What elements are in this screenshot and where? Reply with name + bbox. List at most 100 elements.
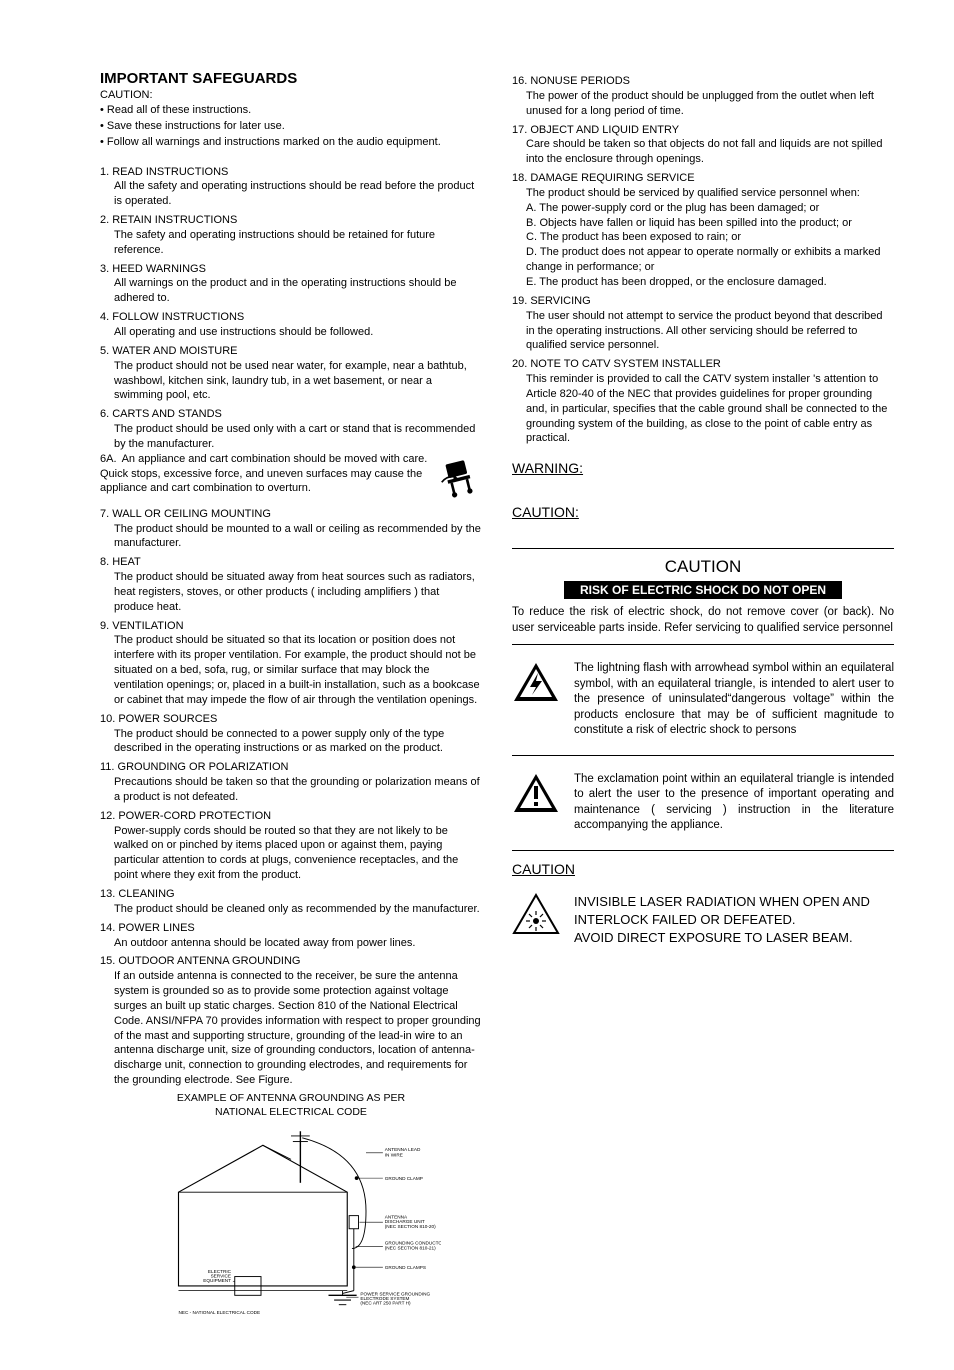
item-body: All warnings on the product and in the o… bbox=[100, 276, 482, 306]
item-sub: E. The product has been dropped, or the … bbox=[512, 275, 894, 290]
item-body: The power of the product should be unplu… bbox=[512, 89, 894, 119]
lbl-conductors: GROUNDING CONDUCTORS(NEC SECTION 810-21) bbox=[385, 1241, 441, 1251]
item-sub: C. The product has been exposed to rain;… bbox=[512, 230, 894, 245]
item-head: 2. RETAIN INSTRUCTIONS bbox=[100, 213, 482, 228]
intro-bullet: • Save these instructions for later use. bbox=[100, 119, 482, 134]
safeguard-item: 8. HEAT The product should be situated a… bbox=[100, 555, 482, 614]
item-head: 15. OUTDOOR ANTENNA GROUNDING bbox=[100, 954, 482, 969]
lbl-ground-clamps: GROUND CLAMPS bbox=[385, 1265, 426, 1270]
item-head: 18. DAMAGE REQUIRING SERVICE bbox=[512, 171, 894, 186]
item-head: 7. WALL OR CEILING MOUNTING bbox=[100, 507, 482, 522]
separator bbox=[512, 548, 894, 549]
safeguard-item: 1. READ INSTRUCTIONS All the safety and … bbox=[100, 165, 482, 210]
safeguard-item: 15. OUTDOOR ANTENNA GROUNDING If an outs… bbox=[100, 954, 482, 1088]
lbl-ground-clamp: GROUND CLAMP bbox=[385, 1176, 423, 1181]
right-column: 16. NONUSE PERIODS The power of the prod… bbox=[512, 70, 894, 1330]
safeguard-item: 18. DAMAGE REQUIRING SERVICE The product… bbox=[512, 171, 894, 290]
item-head: 6. CARTS AND STANDS bbox=[100, 407, 482, 422]
item-body: Precautions should be taken so that the … bbox=[100, 775, 482, 805]
item-body: If an outside antenna is connected to th… bbox=[100, 969, 482, 1088]
intro-bullet: • Follow all warnings and instructions m… bbox=[100, 135, 482, 150]
safeguard-item: 9. VENTILATION The product should be sit… bbox=[100, 619, 482, 708]
exclamation-triangle-icon bbox=[512, 772, 560, 821]
item-body: All the safety and operating instruction… bbox=[100, 179, 482, 209]
item-head: 16. NONUSE PERIODS bbox=[512, 74, 894, 89]
two-column-layout: IMPORTANT SAFEGUARDS CAUTION: • Read all… bbox=[100, 70, 894, 1330]
item-head: 9. VENTILATION bbox=[100, 619, 482, 634]
laser-text-line2: AVOID DIRECT EXPOSURE TO LASER BEAM. bbox=[574, 930, 853, 945]
laser-row: INVISIBLE LASER RADIATION WHEN OPEN AND … bbox=[512, 893, 894, 948]
item-body: All operating and use instructions shoul… bbox=[100, 325, 482, 340]
laser-text: INVISIBLE LASER RADIATION WHEN OPEN AND … bbox=[574, 893, 894, 948]
item-body: The user should not attempt to service t… bbox=[512, 309, 894, 354]
lbl-nec: NEC - NATIONAL ELECTRICAL CODE bbox=[179, 1310, 261, 1315]
item-body: Power-supply cords should be routed so t… bbox=[100, 824, 482, 883]
lbl-discharge: ANTENNADISCHARGE UNIT(NEC SECTION 810-20… bbox=[385, 1215, 436, 1229]
lightning-symbol-row: The lightning flash with arrowhead symbo… bbox=[512, 661, 894, 739]
cart-tip-icon bbox=[440, 452, 482, 503]
item-sub: A. The power-supply cord or the plug has… bbox=[512, 201, 894, 216]
lbl-electrode: POWER SERVICE GROUNDINGELECTRODE SYSTEM(… bbox=[360, 1292, 430, 1306]
left-column: IMPORTANT SAFEGUARDS CAUTION: • Read all… bbox=[100, 70, 482, 1330]
page: IMPORTANT SAFEGUARDS CAUTION: • Read all… bbox=[0, 0, 954, 1370]
exclaim-text: The exclamation point within an equilate… bbox=[574, 772, 894, 834]
item-body: The product should be situated away from… bbox=[100, 570, 482, 615]
safeguard-item: 7. WALL OR CEILING MOUNTING The product … bbox=[100, 507, 482, 552]
caution-label: CAUTION: bbox=[100, 89, 482, 101]
safeguard-item: 17. OBJECT AND LIQUID ENTRY Care should … bbox=[512, 123, 894, 168]
safeguard-item: 5. WATER AND MOISTURE The product should… bbox=[100, 344, 482, 403]
item-6a-row: 6A. An appliance and cart combination sh… bbox=[100, 452, 482, 503]
item-head: 4. FOLLOW INSTRUCTIONS bbox=[100, 310, 482, 325]
safeguard-item: 6. CARTS AND STANDS The product should b… bbox=[100, 407, 482, 452]
safeguard-item: 2. RETAIN INSTRUCTIONS The safety and op… bbox=[100, 213, 482, 258]
antenna-grounding-diagram: ANTENNA LEADIN WIRE GROUND CLAMP ANTENNA… bbox=[100, 1125, 482, 1330]
item-body: The product should be connected to a pow… bbox=[100, 727, 482, 757]
safeguard-item: 10. POWER SOURCES The product should be … bbox=[100, 712, 482, 757]
item-sub: D. The product does not appear to operat… bbox=[512, 245, 894, 275]
lightning-triangle-icon bbox=[512, 661, 560, 710]
safeguard-item: 3. HEED WARNINGS All warnings on the pro… bbox=[100, 262, 482, 307]
item-body: The product should not be used near wate… bbox=[100, 359, 482, 404]
item-head: 17. OBJECT AND LIQUID ENTRY bbox=[512, 123, 894, 138]
diagram-caption-line1: EXAMPLE OF ANTENNA GROUNDING AS PER bbox=[177, 1092, 405, 1104]
item-body: The safety and operating instructions sh… bbox=[100, 228, 482, 258]
item-body: The product should be serviced by qualif… bbox=[512, 186, 894, 201]
item-body: The product should be used only with a c… bbox=[100, 422, 482, 452]
exclaim-symbol-row: The exclamation point within an equilate… bbox=[512, 772, 894, 834]
item-body: The product should be situated so that i… bbox=[100, 633, 482, 707]
safeguard-item: 20. NOTE TO CATV SYSTEM INSTALLER This r… bbox=[512, 357, 894, 446]
diagram-caption-line2: NATIONAL ELECTRICAL CODE bbox=[215, 1106, 367, 1118]
shock-warning-bar: RISK OF ELECTRIC SHOCK DO NOT OPEN bbox=[564, 581, 842, 599]
safeguard-item: 12. POWER-CORD PROTECTION Power-supply c… bbox=[100, 809, 482, 883]
laser-caution-heading: CAUTION bbox=[512, 861, 894, 877]
laser-triangle-icon bbox=[512, 893, 560, 942]
item-body: An outdoor antenna should be located awa… bbox=[100, 936, 482, 951]
item-head: 19. SERVICING bbox=[512, 294, 894, 309]
caution-heading: CAUTION: bbox=[512, 504, 894, 520]
safeguard-item: 11. GROUNDING OR POLARIZATION Precaution… bbox=[100, 760, 482, 805]
safeguard-item: 16. NONUSE PERIODS The power of the prod… bbox=[512, 74, 894, 119]
item-head: 5. WATER AND MOISTURE bbox=[100, 344, 482, 359]
item-body: Care should be taken so that objects do … bbox=[512, 137, 894, 167]
item-6a-num: 6A. bbox=[100, 453, 117, 465]
safeguard-item: 13. CLEANING The product should be clean… bbox=[100, 887, 482, 917]
lbl-antenna-lead: ANTENNA LEADIN WIRE bbox=[385, 1147, 421, 1158]
separator bbox=[512, 850, 894, 851]
item-head: 6A. An appliance and cart combination sh… bbox=[100, 452, 434, 497]
item-head: 14. POWER LINES bbox=[100, 921, 482, 936]
intro-bullet: • Read all of these instructions. bbox=[100, 103, 482, 118]
item-head: 11. GROUNDING OR POLARIZATION bbox=[100, 760, 482, 775]
item-head: 12. POWER-CORD PROTECTION bbox=[100, 809, 482, 824]
caution-block-title: CAUTION bbox=[512, 557, 894, 577]
item-head: 1. READ INSTRUCTIONS bbox=[100, 165, 482, 180]
safeguard-item: 14. POWER LINES An outdoor antenna shoul… bbox=[100, 921, 482, 951]
safeguard-item: 19. SERVICING The user should not attemp… bbox=[512, 294, 894, 353]
item-head: 8. HEAT bbox=[100, 555, 482, 570]
safeguard-item: 4. FOLLOW INSTRUCTIONS All operating and… bbox=[100, 310, 482, 340]
item-head: 20. NOTE TO CATV SYSTEM INSTALLER bbox=[512, 357, 894, 372]
caution-block-body: To reduce the risk of electric shock, do… bbox=[512, 605, 894, 636]
diagram-caption: EXAMPLE OF ANTENNA GROUNDING AS PER NATI… bbox=[100, 1092, 482, 1119]
lbl-service: ELECTRICSERVICEEQUIPMENT bbox=[203, 1269, 231, 1283]
item-head: 10. POWER SOURCES bbox=[100, 712, 482, 727]
warning-heading: WARNING: bbox=[512, 460, 894, 476]
